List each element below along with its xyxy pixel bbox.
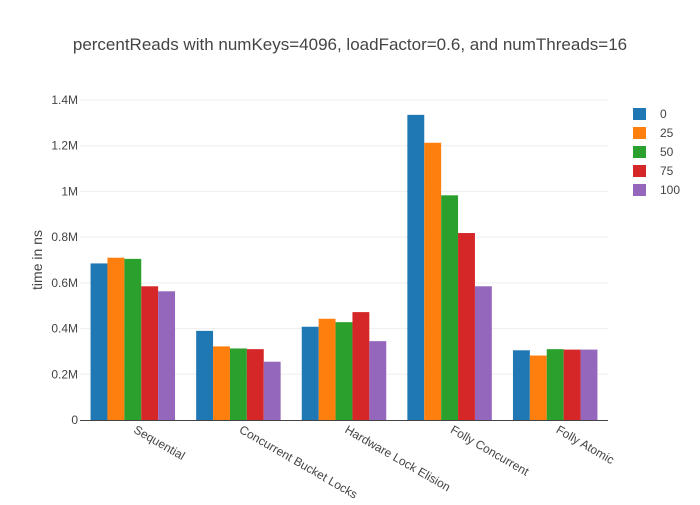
bar-75-0[interactable] bbox=[141, 286, 159, 420]
legend-swatch[interactable] bbox=[633, 184, 646, 196]
bar-75-1[interactable] bbox=[246, 349, 264, 420]
y-tick-label: 1.2M bbox=[51, 139, 78, 153]
bar-25-4[interactable] bbox=[529, 355, 547, 420]
x-tick-label: Hardware Lock Elision bbox=[343, 422, 453, 494]
bar-100-4[interactable] bbox=[580, 349, 598, 420]
bar-25-3[interactable] bbox=[424, 142, 442, 420]
y-tick-label: 0 bbox=[71, 413, 78, 427]
legend[interactable]: 0 25 50 75 100 bbox=[633, 107, 680, 197]
x-axis-ticks: Sequential Concurrent Bucket LocksHardwar… bbox=[131, 422, 617, 501]
y-tick-label: 0.6M bbox=[51, 276, 78, 290]
bar-100-2[interactable] bbox=[369, 341, 387, 420]
legend-label[interactable]: 75 bbox=[660, 164, 674, 178]
bar-25-1[interactable] bbox=[213, 346, 230, 420]
legend-swatch[interactable] bbox=[633, 127, 646, 139]
bar-100-1[interactable] bbox=[263, 361, 281, 420]
y-tick-label: 0.8M bbox=[51, 230, 78, 244]
y-tick-label: 0.4M bbox=[51, 322, 78, 336]
legend-swatch[interactable] bbox=[633, 146, 646, 158]
bar-0-1[interactable] bbox=[196, 330, 214, 420]
bar-75-4[interactable] bbox=[563, 349, 581, 420]
legend-label[interactable]: 0 bbox=[660, 107, 667, 121]
bar-0-4[interactable] bbox=[512, 350, 530, 420]
bar-50-4[interactable] bbox=[546, 349, 564, 420]
legend-label[interactable]: 50 bbox=[660, 145, 674, 159]
bar-50-3[interactable] bbox=[441, 195, 459, 420]
y-tick-label: 1.4M bbox=[51, 93, 78, 107]
legend-swatch[interactable] bbox=[633, 108, 646, 120]
chart-title: percentReads with numKeys=4096, loadFact… bbox=[73, 35, 627, 54]
y-tick-label: 1M bbox=[61, 184, 78, 198]
bar-0-3[interactable] bbox=[407, 114, 425, 420]
bar-0-0[interactable] bbox=[90, 263, 108, 420]
y-axis-ticks: 0 0.2M 0.4M 0.6M 0.8M 1M 1.2M 1.4M bbox=[51, 93, 78, 427]
x-tick-label: Concurrent Bucket Locks bbox=[237, 422, 360, 500]
bar-100-0[interactable] bbox=[158, 291, 176, 420]
x-tick-label: Folly Atomic bbox=[554, 422, 617, 466]
bars bbox=[90, 114, 598, 420]
legend-swatch[interactable] bbox=[633, 165, 646, 177]
x-tick-label: Sequential bbox=[131, 422, 187, 462]
bar-50-0[interactable] bbox=[124, 258, 142, 420]
x-tick-label: Folly Concurrent bbox=[448, 422, 532, 478]
legend-label[interactable]: 100 bbox=[660, 183, 680, 197]
y-axis-title: time in ns bbox=[29, 230, 45, 290]
bar-0-2[interactable] bbox=[301, 326, 319, 420]
legend-label[interactable]: 25 bbox=[660, 126, 674, 140]
bar-100-3[interactable] bbox=[474, 286, 492, 420]
bar-75-2[interactable] bbox=[352, 312, 370, 420]
y-tick-label: 0.2M bbox=[51, 367, 78, 381]
bar-75-3[interactable] bbox=[458, 233, 475, 420]
bar-25-2[interactable] bbox=[318, 318, 336, 420]
bar-50-1[interactable] bbox=[229, 348, 247, 420]
bar-25-0[interactable] bbox=[107, 257, 125, 420]
bar-50-2[interactable] bbox=[335, 322, 353, 420]
